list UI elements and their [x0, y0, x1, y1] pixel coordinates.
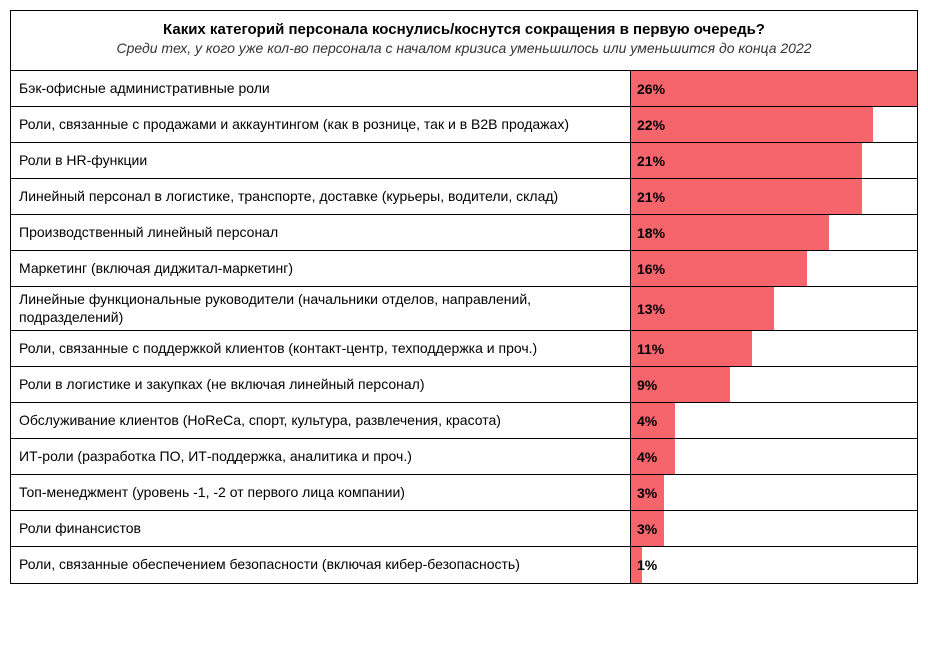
row-label: Линейные функциональные руководители (на… — [11, 287, 631, 330]
bar-cell: 9% — [631, 367, 917, 402]
chart-title: Каких категорий персонала коснулись/косн… — [31, 21, 897, 38]
bar-value: 9% — [637, 377, 657, 393]
chart-row: Роли финансистов 3% — [11, 511, 917, 547]
chart-row: Топ-менеджмент (уровень -1, -2 от первог… — [11, 475, 917, 511]
bar: 13% — [631, 287, 774, 330]
chart-row: Производственный линейный персонал 18% — [11, 215, 917, 251]
row-label: Обслуживание клиентов (HoReCa, спорт, ку… — [11, 403, 631, 438]
bar-value: 4% — [637, 449, 657, 465]
bar-value: 11% — [637, 341, 664, 357]
bar-cell: 22% — [631, 107, 917, 142]
chart-row: Бэк-офисные административные роли 26% — [11, 71, 917, 107]
bar: 26% — [631, 71, 917, 106]
bar-cell: 13% — [631, 287, 917, 330]
row-label: Роли финансистов — [11, 511, 631, 546]
bar: 1% — [631, 547, 642, 583]
bar: 21% — [631, 143, 862, 178]
chart-row: Линейные функциональные руководители (на… — [11, 287, 917, 331]
bar: 22% — [631, 107, 873, 142]
bar-value: 3% — [637, 521, 657, 537]
chart-rows: Бэк-офисные административные роли 26% Роли… — [11, 71, 917, 583]
chart-row: Роли, связанные с продажами и аккаунтинг… — [11, 107, 917, 143]
row-label: Роли в логистике и закупках (не включая … — [11, 367, 631, 402]
bar-cell: 3% — [631, 475, 917, 510]
bar-value: 22% — [637, 117, 665, 133]
chart-header: Каких категорий персонала коснулись/косн… — [11, 11, 917, 71]
row-label: Производственный линейный персонал — [11, 215, 631, 250]
chart-row: Роли, связанные с поддержкой клиентов (к… — [11, 331, 917, 367]
bar-cell: 4% — [631, 403, 917, 438]
bar-cell: 16% — [631, 251, 917, 286]
bar: 18% — [631, 215, 829, 250]
row-label: Роли, связанные обеспечением безопасност… — [11, 547, 631, 583]
bar: 3% — [631, 511, 664, 546]
bar-value: 4% — [637, 413, 657, 429]
bar-cell: 4% — [631, 439, 917, 474]
bar: 4% — [631, 439, 675, 474]
chart-subtitle: Среди тех, у кого уже кол-во персонала с… — [31, 40, 897, 56]
chart-row: Роли в HR-функции 21% — [11, 143, 917, 179]
bar-value: 26% — [637, 81, 665, 97]
row-label: Маркетинг (включая диджитал-маркетинг) — [11, 251, 631, 286]
bar: 4% — [631, 403, 675, 438]
row-label: Бэк-офисные административные роли — [11, 71, 631, 106]
bar-cell: 26% — [631, 71, 917, 106]
chart-container: Каких категорий персонала коснулись/косн… — [10, 10, 918, 584]
bar-value: 21% — [637, 189, 665, 205]
bar-value: 13% — [637, 301, 665, 317]
bar-cell: 3% — [631, 511, 917, 546]
bar-value: 18% — [637, 225, 665, 241]
bar-cell: 1% — [631, 547, 917, 583]
row-label: Роли, связанные с поддержкой клиентов (к… — [11, 331, 631, 366]
bar-value: 1% — [637, 557, 657, 573]
row-label: Роли, связанные с продажами и аккаунтинг… — [11, 107, 631, 142]
bar: 3% — [631, 475, 664, 510]
bar: 21% — [631, 179, 862, 214]
chart-row: Линейный персонал в логистике, транспорт… — [11, 179, 917, 215]
bar: 11% — [631, 331, 752, 366]
bar-value: 16% — [637, 261, 665, 277]
row-label: Линейный персонал в логистике, транспорт… — [11, 179, 631, 214]
chart-row: Маркетинг (включая диджитал-маркетинг) 16… — [11, 251, 917, 287]
bar-value: 3% — [637, 485, 657, 501]
row-label: Роли в HR-функции — [11, 143, 631, 178]
bar-cell: 11% — [631, 331, 917, 366]
bar-value: 21% — [637, 153, 665, 169]
bar: 9% — [631, 367, 730, 402]
chart-row: Роли в логистике и закупках (не включая … — [11, 367, 917, 403]
bar-cell: 21% — [631, 143, 917, 178]
row-label: Топ-менеджмент (уровень -1, -2 от первог… — [11, 475, 631, 510]
chart-row: ИТ-роли (разработка ПО, ИТ-поддержка, ан… — [11, 439, 917, 475]
chart-row: Роли, связанные обеспечением безопасност… — [11, 547, 917, 583]
bar-cell: 18% — [631, 215, 917, 250]
bar-cell: 21% — [631, 179, 917, 214]
bar: 16% — [631, 251, 807, 286]
chart-row: Обслуживание клиентов (HoReCa, спорт, ку… — [11, 403, 917, 439]
row-label: ИТ-роли (разработка ПО, ИТ-поддержка, ан… — [11, 439, 631, 474]
